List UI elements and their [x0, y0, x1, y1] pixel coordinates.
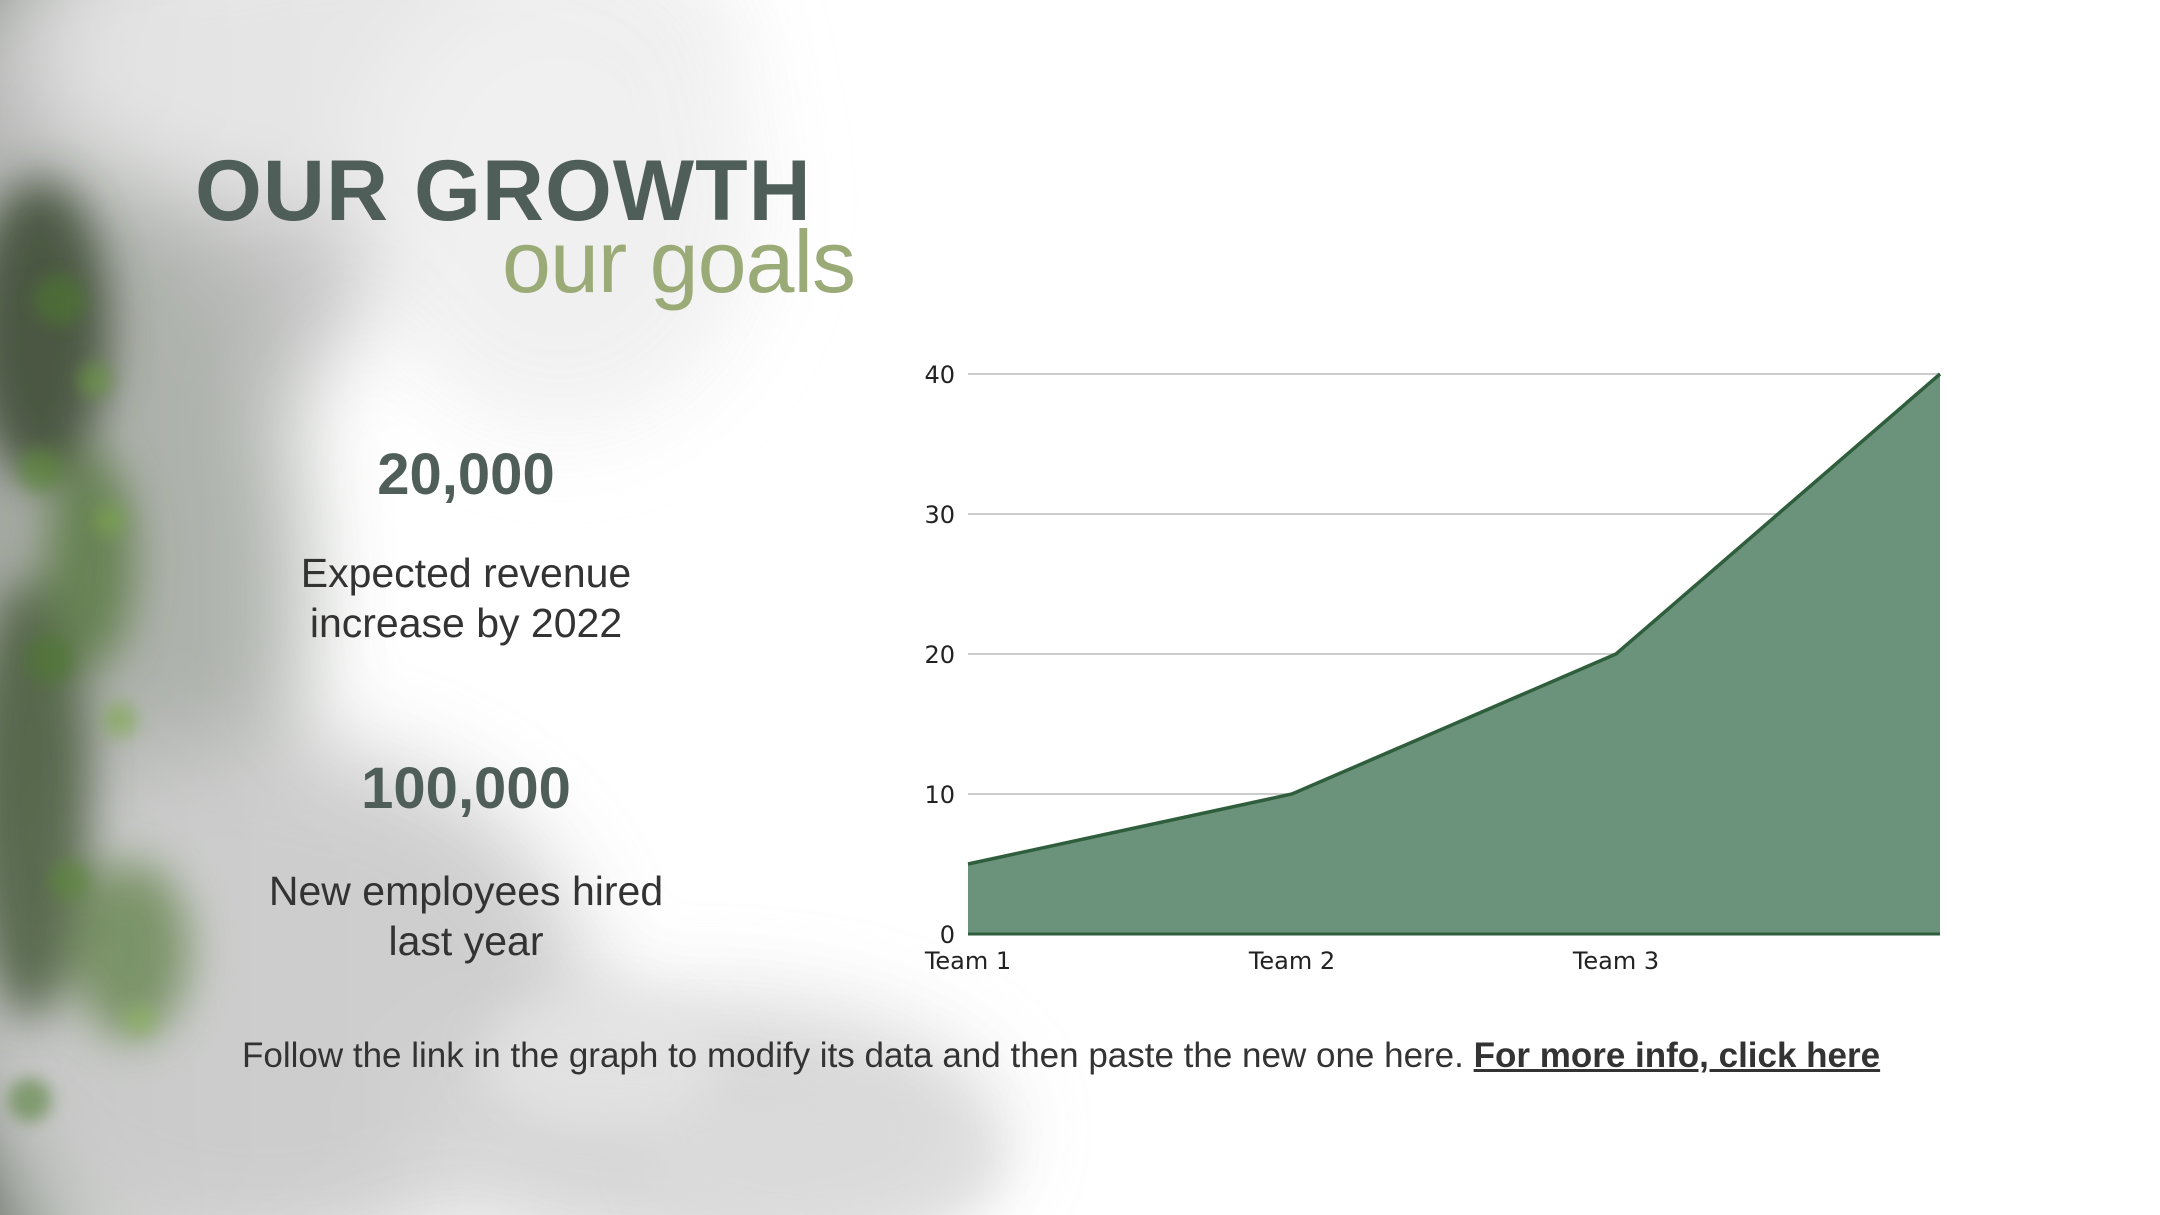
stat-description: Expected revenue increase by 2022 — [186, 548, 746, 648]
y-tick-label: 30 — [924, 501, 955, 529]
slide-subtitle: our goals — [502, 212, 856, 311]
stat-description-line: New employees hired — [268, 868, 664, 914]
stat-value: 100,000 — [361, 756, 571, 821]
chart-area-series — [967, 372, 1942, 936]
stat-revenue: 20,000 Expected revenue increase by 2022 — [186, 446, 746, 648]
y-tick-label: 0 — [940, 921, 955, 949]
y-tick-label: 20 — [924, 641, 955, 669]
chart-y-ticks: 0 10 20 30 40 — [924, 361, 955, 949]
area-fill — [968, 374, 1940, 934]
stat-description: New employees hired last year — [186, 866, 746, 966]
stat-description-line: last year — [388, 918, 544, 964]
y-tick-label: 40 — [924, 361, 955, 389]
chart-x-ticks: Team 1 Team 2 Team 3 — [924, 947, 1659, 975]
area-line — [967, 372, 1942, 866]
stat-description-line: Expected revenue — [300, 550, 632, 596]
x-tick-label: Team 2 — [1248, 947, 1335, 975]
y-tick-label: 10 — [924, 781, 955, 809]
x-tick-label: Team 1 — [924, 947, 1011, 975]
stat-value: 20,000 — [377, 442, 555, 507]
slide-title: OUR GROWTH — [195, 143, 812, 239]
stat-employees: 100,000 New employees hired last year — [186, 760, 746, 966]
stat-description-line: increase by 2022 — [309, 600, 623, 646]
more-info-link[interactable]: For more info, click here — [1473, 1036, 1881, 1075]
footer-text: Follow the link in the graph to modify i… — [242, 1036, 1464, 1075]
x-tick-label: Team 3 — [1572, 947, 1659, 975]
footer-note: Follow the link in the graph to modify i… — [242, 1036, 1962, 1076]
